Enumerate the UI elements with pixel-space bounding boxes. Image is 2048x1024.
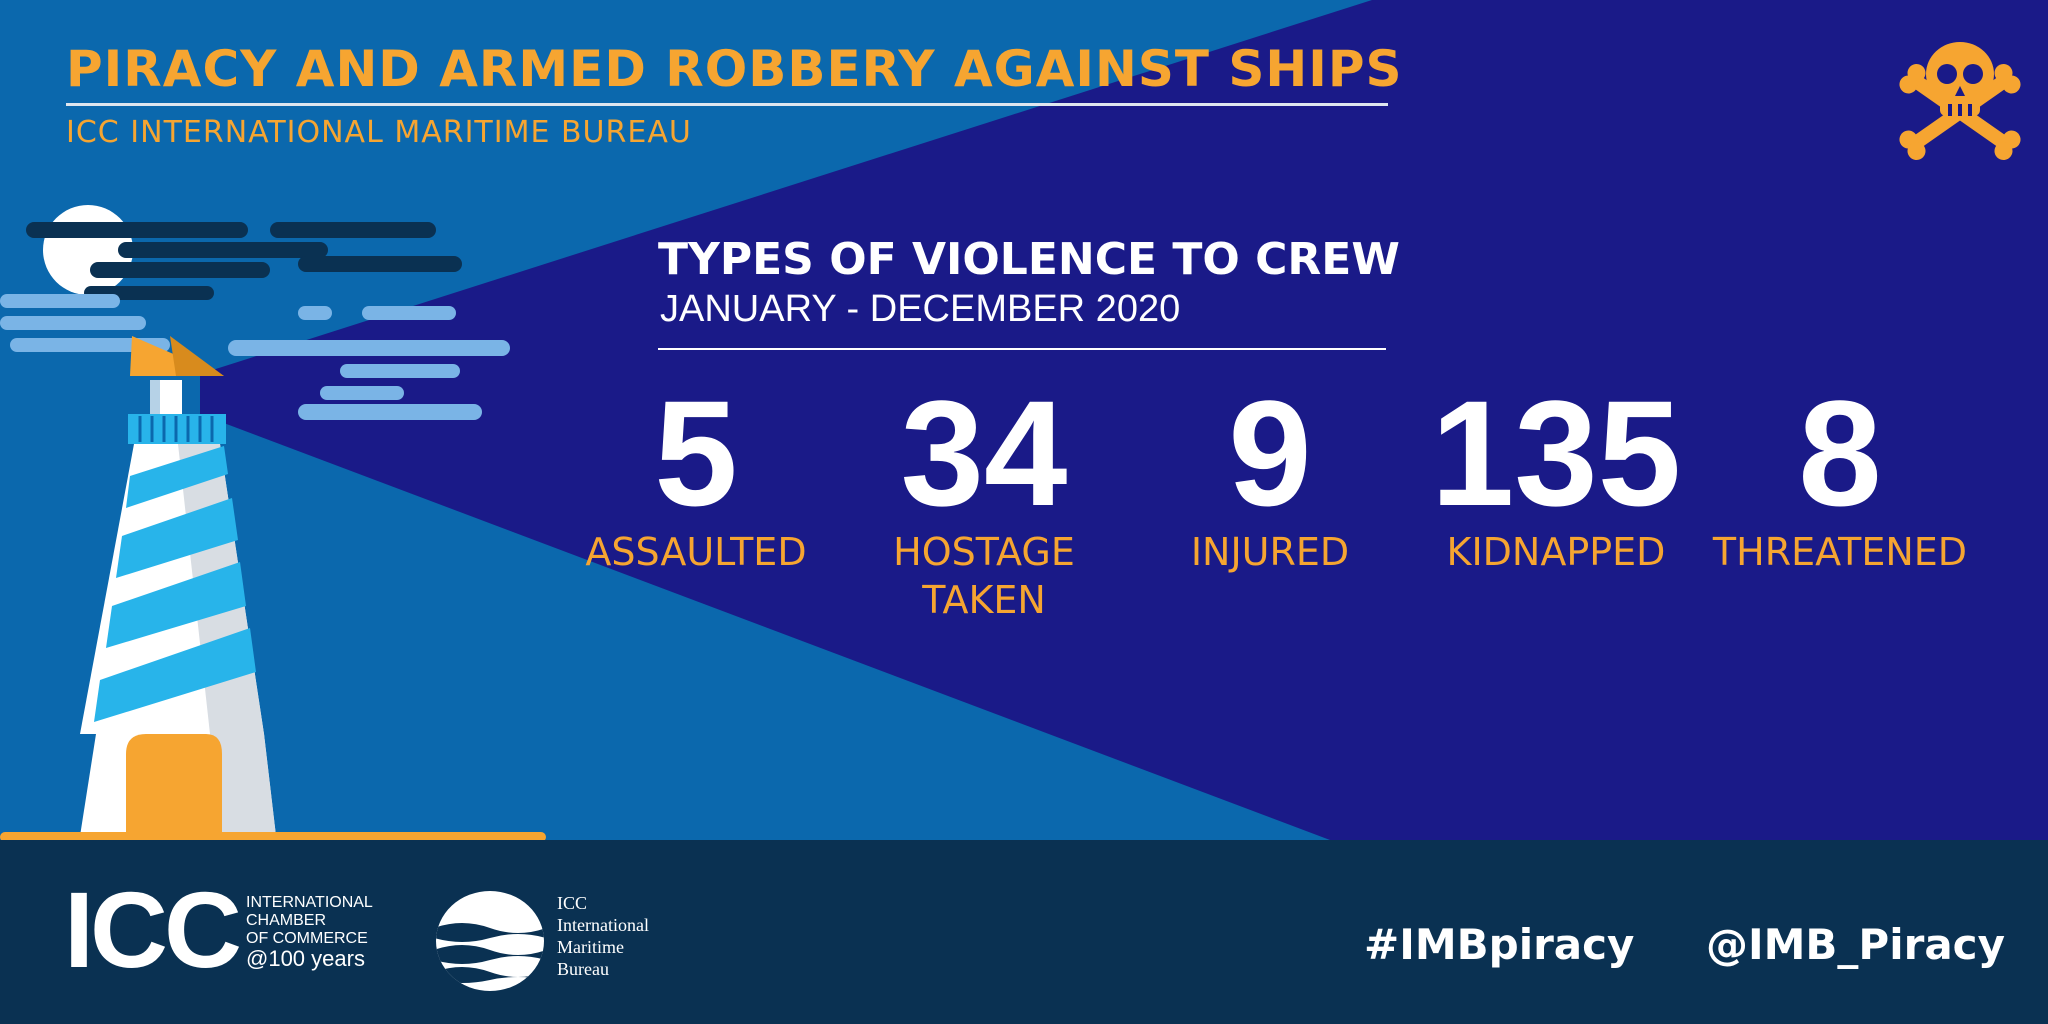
imb-waves-logo — [436, 891, 544, 991]
footer-bar — [0, 840, 2048, 1024]
icc-logo: ICC — [64, 869, 242, 990]
stat-value: 34 — [900, 369, 1068, 537]
title-divider — [66, 103, 1388, 106]
stat-value: 8 — [1798, 369, 1882, 537]
stat-value: 9 — [1228, 369, 1312, 537]
imb-name: ICC International Maritime Bureau — [557, 893, 649, 979]
stat-injured: 9 INJURED — [1120, 378, 1420, 576]
clouds — [0, 222, 510, 420]
hashtag-link[interactable]: #IMBpiracy — [1364, 920, 1635, 969]
stat-label: INJURED — [1190, 530, 1350, 574]
stat-label: ASSAULTED — [585, 530, 807, 574]
section-title: TYPES OF VIOLENCE TO CREW — [658, 234, 1400, 285]
stat-assaulted: 5 ASSAULTED — [546, 378, 846, 576]
main-title: PIRACY AND ARMED ROBBERY AGAINST SHIPS — [66, 40, 1403, 98]
icc-full-name: INTERNATIONAL CHAMBER OF COMMERCE — [246, 894, 373, 947]
light-beam — [200, 0, 2048, 840]
stat-label: KIDNAPPED — [1446, 530, 1666, 574]
twitter-handle-link[interactable]: @IMB_Piracy — [1706, 920, 2005, 969]
stat-hostage-taken: 34 HOSTAGE TAKEN — [834, 378, 1134, 624]
skull-crossbones-icon — [1899, 42, 2021, 161]
icc-anniversary: @100 years — [246, 946, 365, 971]
stat-label: HOSTAGE TAKEN — [893, 530, 1075, 622]
stat-threatened: 8 THREATENED — [1690, 378, 1990, 576]
violence-stats: 5 ASSAULTED 34 HOSTAGE TAKEN 9 INJURED 1… — [585, 378, 2030, 638]
section-period: JANUARY - DECEMBER 2020 — [660, 288, 1181, 330]
stat-value: 135 — [1430, 369, 1682, 537]
stat-kidnapped: 135 KIDNAPPED — [1406, 378, 1706, 576]
section-divider — [658, 348, 1386, 350]
lighthouse-illustration — [0, 336, 546, 842]
stat-label: THREATENED — [1712, 530, 1968, 574]
stat-value: 5 — [654, 369, 738, 537]
organization-subtitle: ICC INTERNATIONAL MARITIME BUREAU — [66, 115, 692, 150]
